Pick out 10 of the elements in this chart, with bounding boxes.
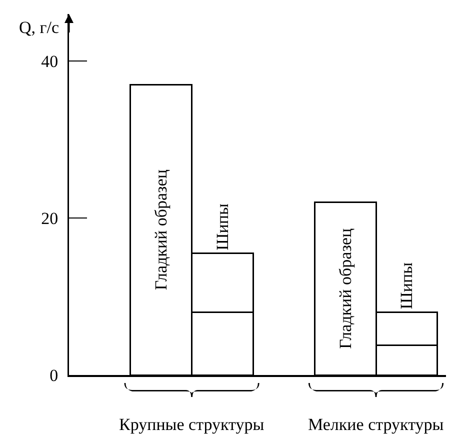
text: Мелкие структуры bbox=[308, 415, 444, 434]
text: Шипы bbox=[397, 262, 416, 310]
y-tick-label: 20 bbox=[41, 208, 58, 228]
series-label: Гладкий образец bbox=[152, 170, 171, 290]
text: Гладкий образец bbox=[336, 228, 355, 349]
y-tick-label: 40 bbox=[41, 52, 58, 72]
text: Шипы bbox=[213, 203, 232, 250]
y-axis-title: Q, г/с bbox=[19, 18, 60, 37]
text: Крупные структуры bbox=[119, 415, 265, 434]
y-tick-label: 0 bbox=[50, 366, 58, 385]
